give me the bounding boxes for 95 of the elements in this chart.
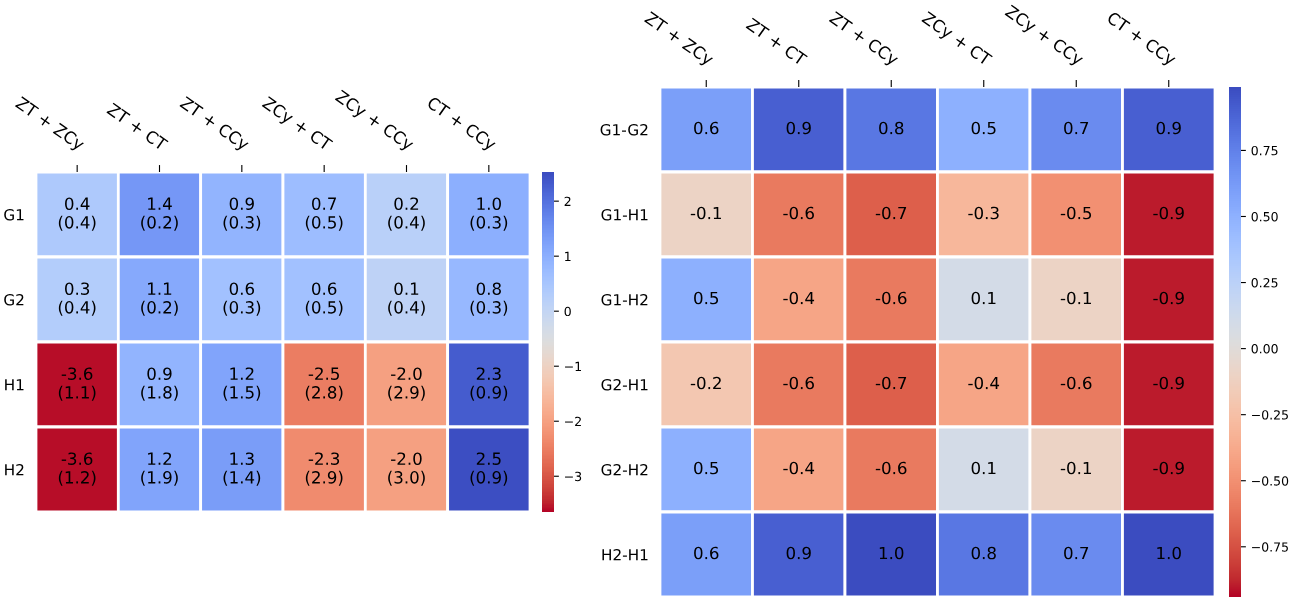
color-bar-label: 0.25 (1251, 278, 1278, 288)
data-label: 1.0 (879, 546, 904, 560)
x-tick-label: ZT + ZCy (642, 11, 715, 69)
data-label: -0.1 (1060, 291, 1091, 305)
data-label: 0.6 (694, 121, 719, 135)
data-label: 2.3 (0.9) (470, 367, 508, 401)
data-label: 0.6 (0.3) (223, 282, 261, 316)
color-bar-label: 0.50 (1251, 211, 1278, 222)
y-tick-label: G2 (4, 293, 24, 306)
data-label: -0.7 (875, 206, 907, 220)
x-tick-label: ZCy + CCy (1002, 4, 1085, 69)
data-label: -0.9 (1153, 376, 1184, 390)
color-bar-label: 2 (564, 196, 571, 206)
color-bar-label: −0.75 (1252, 542, 1288, 552)
data-label: -0.4 (968, 376, 1000, 390)
data-label: 0.8 (0.3) (470, 282, 508, 316)
data-label: -2.0 (3.0) (388, 452, 425, 486)
data-label: 1.4 (0.2) (141, 197, 178, 231)
data-label: -0.4 (783, 461, 815, 475)
y-tick-label: G2-H2 (601, 463, 648, 476)
y-tick-label: G1 (4, 208, 24, 221)
data-label: -0.3 (968, 206, 999, 220)
data-label: 1.2 (1.5) (223, 367, 261, 401)
data-label: -2.5 (2.8) (305, 367, 343, 401)
data-label: -0.7 (875, 376, 907, 390)
color-bar-label: −3 (565, 471, 582, 482)
data-label: -0.1 (690, 206, 721, 220)
data-label: 1.0 (0.3) (470, 197, 508, 231)
data-label: 0.9 (0.3) (223, 197, 261, 231)
data-label: -0.9 (1153, 291, 1184, 305)
data-label: 1.3 (1.4) (223, 452, 261, 486)
data-label: -0.9 (1153, 461, 1184, 475)
data-label: 0.2 (0.4) (388, 197, 425, 231)
data-label: 0.9 (786, 546, 811, 560)
y-tick-label: H2 (5, 463, 24, 476)
data-label: 0.9 (1156, 121, 1181, 135)
color-bar-label: −1 (565, 361, 581, 371)
data-label: 1.1 (0.2) (141, 282, 178, 316)
y-tick-label: G1-H1 (601, 208, 648, 221)
color-bar-label: 1 (565, 251, 571, 261)
y-tick-label: G2-H1 (601, 378, 648, 391)
x-tick-label: ZT + ZCy (13, 96, 86, 154)
data-label: 0.1 (971, 461, 996, 475)
data-label: 0.7 (1064, 121, 1089, 135)
data-label: 0.5 (694, 461, 719, 475)
x-tick-label: ZT + CCy (826, 10, 900, 69)
data-label: 0.7 (1064, 546, 1089, 560)
color-bar-label: −0.25 (1252, 410, 1288, 420)
color-bar-label: −0.50 (1252, 476, 1289, 486)
data-label: 0.3 (0.4) (58, 282, 96, 316)
x-tick-label: CT + CCy (424, 95, 498, 154)
color-bar-label: −2 (565, 416, 581, 426)
data-label: 0.5 (971, 121, 996, 135)
x-tick-label: ZT + CT (745, 17, 808, 67)
data-label: 2.5 (0.9) (470, 452, 508, 486)
y-tick-label: G1-G2 (600, 123, 648, 136)
y-tick-label: H2-H1 (602, 548, 648, 561)
data-label: -0.6 (875, 461, 907, 475)
color-bar-label: 0 (564, 306, 571, 317)
data-label: -0.2 (690, 376, 721, 390)
data-label: 1.2 (1.9) (141, 452, 178, 486)
data-label: 0.9 (786, 121, 811, 135)
data-label: -2.3 (2.9) (305, 452, 343, 486)
color-bar-label: 0.00 (1251, 344, 1278, 354)
data-label: -0.6 (783, 376, 814, 390)
data-label: 0.6 (694, 546, 719, 560)
data-label: 0.1 (971, 291, 996, 305)
data-label: -0.5 (1060, 206, 1092, 220)
color-bar-label: 0.75 (1251, 145, 1278, 156)
data-label: 0.1 (0.4) (388, 282, 425, 316)
data-label: 0.8 (971, 546, 996, 560)
data-label: 0.6 (0.5) (305, 282, 343, 316)
data-label: 0.9 (1.8) (141, 367, 178, 401)
data-label: 0.4 (0.4) (58, 197, 96, 231)
x-tick-label: ZCy + CT (259, 95, 334, 154)
data-label: -3.6 (1.1) (58, 367, 96, 401)
data-label: 0.8 (879, 121, 904, 135)
data-label: -3.6 (1.2) (58, 452, 96, 486)
x-tick-label: ZCy + CCy (332, 89, 416, 154)
data-label: -0.6 (783, 206, 814, 220)
data-label: -0.6 (1060, 376, 1092, 390)
data-label: 1.0 (1157, 546, 1181, 560)
data-label: -0.1 (1060, 461, 1091, 475)
data-label: -0.4 (783, 291, 815, 305)
x-tick-label: ZT + CT (106, 102, 169, 152)
x-tick-label: ZT + CCy (177, 95, 251, 154)
data-label: -2.0 (2.9) (388, 367, 425, 401)
data-label: 0.7 (0.5) (305, 197, 343, 231)
y-tick-label: H1 (5, 379, 24, 391)
x-tick-label: CT + CCy (1104, 10, 1178, 69)
y-tick-label: G1-H2 (601, 293, 648, 306)
x-tick-label: ZCy + CT (919, 10, 993, 69)
data-label: -0.6 (875, 291, 907, 305)
data-label: 0.5 (694, 291, 719, 305)
data-label: -0.9 (1153, 206, 1184, 220)
